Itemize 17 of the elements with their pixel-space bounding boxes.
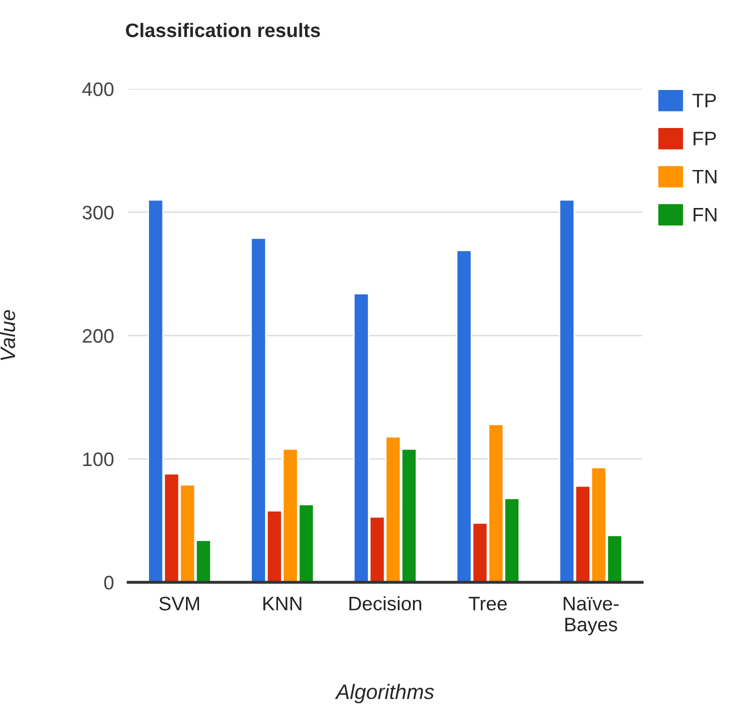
y-axis-title: Value (0, 310, 16, 360)
legend-label: FP (694, 132, 716, 146)
y-tick-label: 200 (82, 329, 114, 343)
legend-label: TN (692, 170, 716, 184)
x-tick-label: Naïve- Bayes (564, 596, 619, 636)
legend-label: FN (694, 208, 716, 222)
x-axis-title: Algorithms (334, 684, 434, 704)
x-tick-label: SVM (159, 596, 200, 610)
y-tick-label: 100 (83, 452, 114, 466)
y-tick-label: 0 (104, 576, 114, 590)
legend-label: TP (692, 94, 716, 108)
y-tick-label: 400 (82, 82, 114, 96)
x-tick-label: KNN (263, 596, 302, 610)
y-tick-label: 300 (82, 206, 114, 220)
x-tick-label: Decision (349, 596, 422, 610)
chart-title: Classification results (126, 22, 320, 38)
x-tick-label: Tree (468, 596, 507, 610)
